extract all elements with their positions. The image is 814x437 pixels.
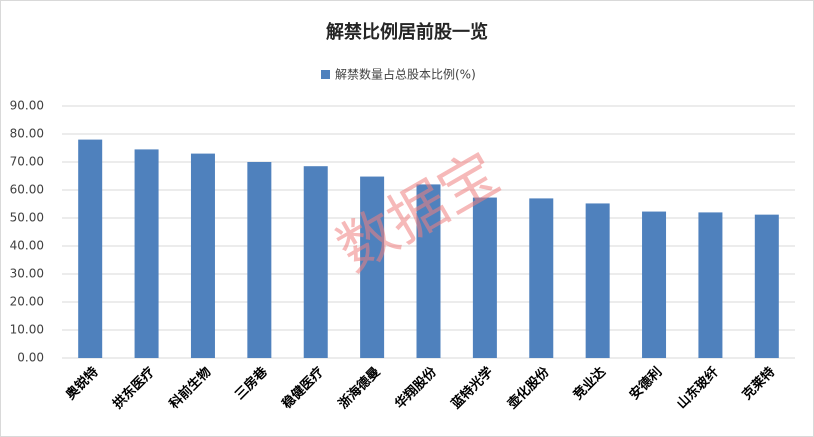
y-tick-label: 10.00 bbox=[10, 323, 44, 337]
y-tick-label: 30.00 bbox=[10, 267, 44, 281]
chart-title: 解禁比例居前股一览 bbox=[326, 21, 488, 43]
bar bbox=[698, 212, 723, 358]
bar bbox=[529, 198, 554, 358]
bar bbox=[585, 203, 610, 358]
y-tick-label: 40.00 bbox=[10, 239, 44, 253]
bar bbox=[303, 166, 328, 358]
bar bbox=[642, 211, 667, 358]
bar bbox=[360, 176, 385, 358]
y-tick-label: 50.00 bbox=[10, 211, 44, 225]
y-tick-label: 90.00 bbox=[10, 99, 44, 113]
y-tick-label: 80.00 bbox=[10, 127, 44, 141]
bar bbox=[247, 162, 272, 358]
bar bbox=[416, 184, 441, 358]
legend-swatch bbox=[321, 70, 330, 79]
y-tick-label: 0.00 bbox=[17, 351, 44, 365]
bar bbox=[754, 214, 779, 358]
y-tick-label: 70.00 bbox=[10, 155, 44, 169]
bar bbox=[190, 153, 215, 358]
bar bbox=[78, 139, 103, 358]
bar bbox=[134, 149, 159, 358]
y-tick-label: 20.00 bbox=[10, 295, 44, 309]
bar bbox=[472, 197, 497, 358]
legend-label: 解禁数量占总股本比例(%) bbox=[335, 67, 476, 82]
y-tick-label: 60.00 bbox=[10, 183, 44, 197]
